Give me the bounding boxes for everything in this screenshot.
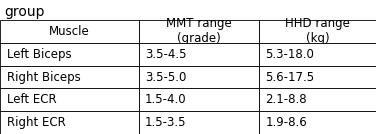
Text: group: group — [4, 5, 44, 19]
